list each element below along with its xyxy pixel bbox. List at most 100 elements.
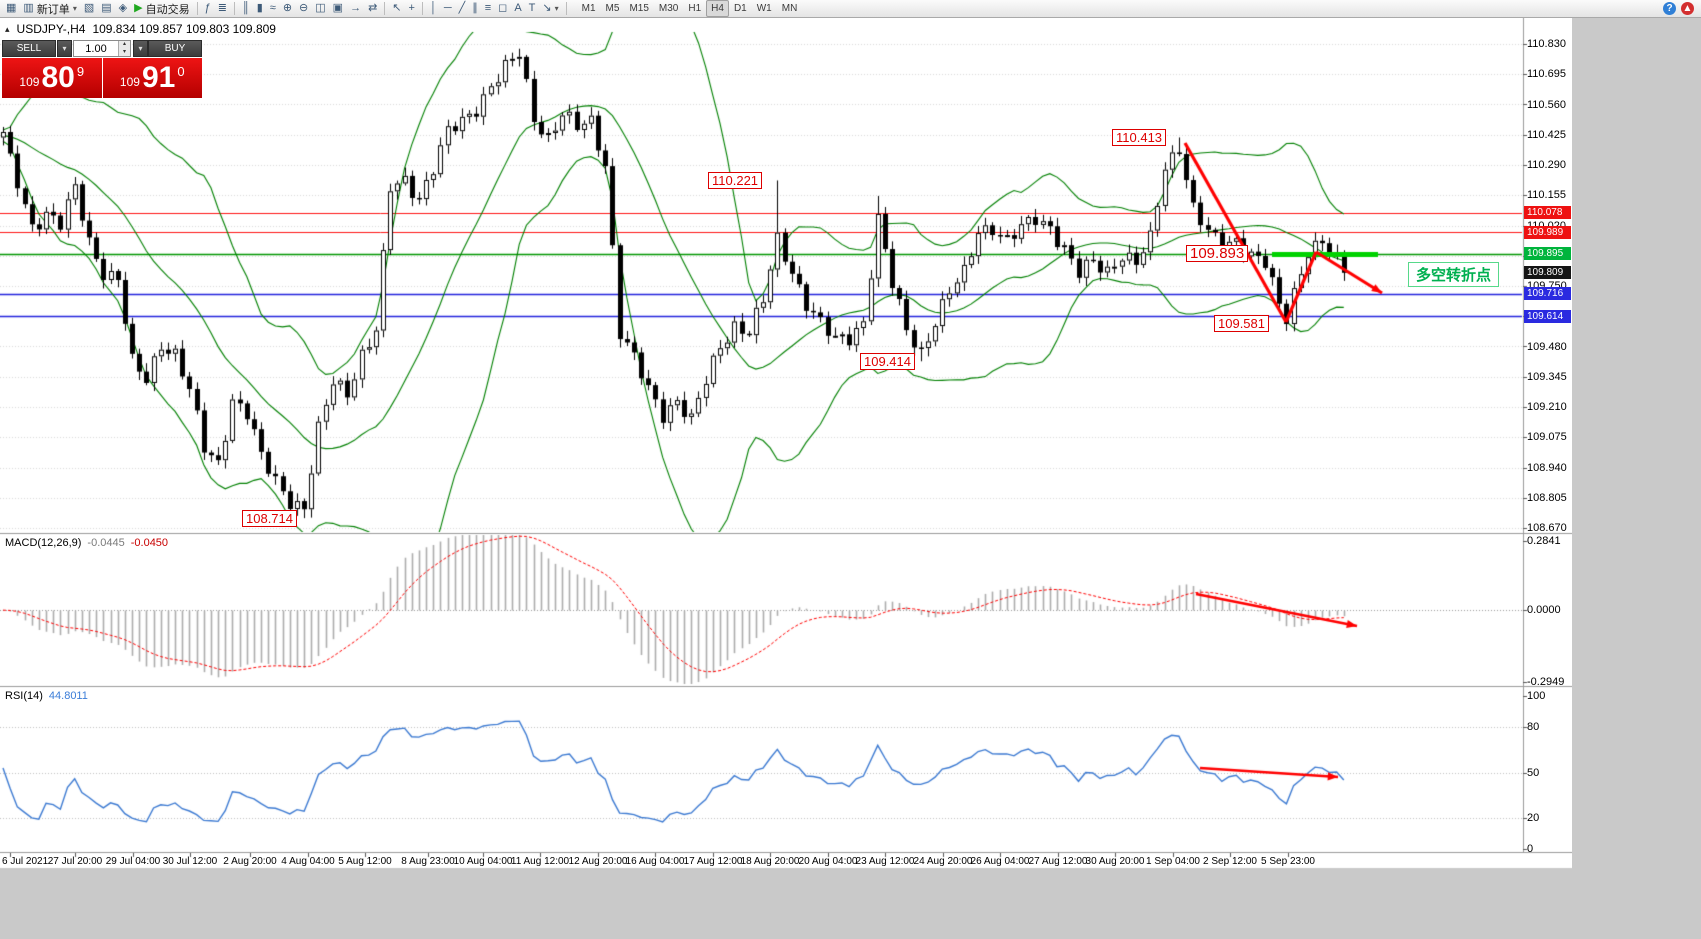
horizontal-line-icon-glyph: ─ [443, 2, 452, 14]
chart-window-icon-glyph: ▦ [6, 2, 17, 14]
indicators-icon[interactable]: ƒ [202, 1, 214, 16]
timeframe-m5-button[interactable]: M5 [605, 3, 620, 14]
time-axis-label: 12 Aug 20:00 [568, 856, 628, 867]
price-tag-109.716: 109.716 [1524, 287, 1571, 301]
time-axis-label: 10 Aug 04:00 [453, 856, 513, 867]
price-annotation-109.414: 109.414 [860, 352, 915, 370]
shapes-icon[interactable]: ◻ [495, 1, 510, 16]
timeframe-h4-button[interactable]: H4 [706, 0, 729, 17]
text-label-icon[interactable]: T [526, 1, 539, 16]
tile-windows-icon-glyph: ◫ [315, 2, 326, 14]
volume-up-button[interactable]: ▴ [119, 41, 130, 49]
price-annotation-108.714: 108.714 [242, 509, 297, 527]
profiles-icon[interactable]: ▧ [81, 1, 97, 16]
tile-windows-icon[interactable]: ◫ [312, 1, 328, 16]
line-chart-icon-glyph: ≈ [269, 2, 276, 14]
turning-point-note: 多空转折点 [1408, 262, 1500, 287]
arrows-icon[interactable]: ↘ ▾ [539, 1, 561, 16]
toolbar-separator [565, 2, 567, 15]
time-axis-label: 5 Sep 23:00 [1261, 856, 1315, 867]
time-axis-label: 30 Aug 20:00 [1085, 856, 1145, 867]
fibonacci-icon[interactable]: ≡ [482, 1, 494, 16]
horizontal-line-icon[interactable]: ─ [441, 1, 455, 16]
macd-name: MACD(12,26,9) [5, 537, 82, 549]
time-axis-label: 8 Aug 23:00 [401, 856, 455, 867]
new-order-button-caret-icon: ▾ [72, 4, 77, 13]
time-axis-label: 4 Aug 04:00 [281, 856, 335, 867]
time-axis-label: 27 Aug 12:00 [1028, 856, 1088, 867]
fibonacci-icon-glyph: ≡ [484, 2, 492, 14]
timeframe-h1-button[interactable]: H1 [688, 3, 702, 14]
timeframe-d1-button[interactable]: D1 [733, 3, 747, 14]
macd-axis-tick: 0.0000 [1527, 604, 1561, 617]
chart-ohlc-readout: ▴ USDJPY-,H4 109.834 109.857 109.803 109… [5, 22, 276, 36]
vertical-line-icon[interactable]: │ [427, 1, 440, 16]
objects-list-icon[interactable]: ≣ [215, 1, 230, 16]
buy-price[interactable]: 109 91 0 [102, 58, 202, 98]
rsi-indicator-label: RSI(14) 44.8011 [5, 690, 88, 702]
buy-price-figure: 109 [119, 75, 140, 89]
zoom-in-icon[interactable]: ⊕ [280, 1, 295, 16]
crosshair-icon[interactable]: + [406, 1, 418, 16]
text-label-icon-glyph: T [528, 2, 536, 14]
time-axis-label: 26 Aug 04:00 [970, 856, 1030, 867]
channel-icon[interactable]: ∥ [469, 1, 481, 16]
time-axis-label: 29 Jul 04:00 [105, 856, 161, 867]
auto-scroll-icon[interactable]: → [347, 1, 364, 16]
rsi-axis-tick: 0 [1527, 843, 1534, 855]
rsi-name: RSI(14) [5, 690, 43, 702]
buy-price-point: 0 [177, 64, 185, 79]
timeframe-w1-button[interactable]: W1 [756, 3, 772, 14]
main-toolbar: ▦ ▥ 新订单 ▾ ▧ ▤ ◈ ▶ 自动交易 ƒ ≣ ║ ▮ ≈ ⊕ ⊖ ◫ ▣ → ⇄ ↖ + │ ─ ╱ ∥ ≡ ◻ A T ↘ ▾ M1 M… [0, 0, 1701, 18]
timeframe-m30-button[interactable]: M30 [658, 3, 679, 14]
timeframe-mn-button[interactable]: MN [781, 3, 798, 14]
price-axis-tick: 108.940 [1527, 461, 1567, 474]
new-order-button[interactable]: ▥ 新订单 ▾ [20, 1, 79, 16]
chart-shift-icon[interactable]: ⇄ [365, 1, 380, 16]
time-axis-label: 30 Jul 12:00 [162, 856, 218, 867]
zoom-out-icon[interactable]: ⊖ [296, 1, 311, 16]
volume-down-button[interactable]: ▾ [119, 48, 130, 56]
price-axis-tick: 110.425 [1527, 128, 1566, 141]
crosshair-icon-glyph: + [408, 2, 415, 14]
timeframe-m1-button[interactable]: M1 [581, 3, 596, 14]
buy-dropdown-caret[interactable]: ▾ [133, 40, 148, 57]
trade-controls-row: SELL ▾ ▴ ▾ ▾ BUY [2, 40, 202, 57]
autotrading-button[interactable]: ▶ 自动交易 [131, 1, 192, 16]
market-watch-icon[interactable]: ▤ [98, 1, 114, 16]
bar-chart-icon[interactable]: ║ [239, 1, 253, 16]
candlestick-chart-icon-glyph: ▮ [256, 2, 263, 14]
status-icon[interactable]: ▲ [1681, 2, 1694, 15]
price-tag-109.614: 109.614 [1524, 309, 1571, 323]
market-watch-icon-glyph: ▤ [101, 2, 112, 14]
time-axis-label: 23 Aug 12:00 [855, 856, 915, 867]
price-axis-tick: 109.210 [1527, 401, 1567, 413]
sell-dropdown-caret[interactable]: ▾ [57, 40, 72, 57]
buy-price-pips: 91 [141, 61, 176, 94]
macd-indicator-label: MACD(12,26,9) -0.0445 -0.0450 [5, 537, 168, 549]
line-chart-icon[interactable]: ≈ [267, 1, 279, 16]
navigator-icon[interactable]: ◈ [116, 1, 130, 16]
toolbar-right-group: ? ▲ [1663, 2, 1698, 15]
chart-window: ▴ USDJPY-,H4 109.834 109.857 109.803 109… [0, 18, 1572, 939]
price-chart-canvas[interactable] [0, 18, 1572, 939]
help-icon[interactable]: ? [1663, 2, 1676, 15]
sell-price[interactable]: 109 80 9 [2, 58, 103, 98]
macd-signal-value: -0.0450 [130, 537, 169, 549]
candlestick-chart-icon[interactable]: ▮ [254, 1, 266, 16]
buy-button[interactable]: BUY [148, 40, 202, 57]
price-axis-tick: 109.480 [1527, 340, 1567, 353]
volume-input[interactable] [74, 41, 118, 56]
price-tag-109.989: 109.989 [1524, 225, 1571, 239]
trendline-icon[interactable]: ╱ [456, 1, 469, 16]
timeframe-m15-button[interactable]: M15 [629, 3, 649, 14]
arrows-icon-glyph: ↘ [542, 2, 552, 14]
time-axis-label: 6 Jul 2021 [2, 856, 49, 867]
chart-shift-icon-glyph: ⇄ [368, 2, 378, 14]
cascade-windows-icon[interactable]: ▣ [330, 1, 346, 16]
autotrading-glyph: ▶ [134, 2, 143, 14]
sell-button[interactable]: SELL [2, 40, 56, 57]
cursor-icon[interactable]: ↖ [389, 1, 404, 16]
chart-window-icon[interactable]: ▦ [3, 1, 19, 16]
text-icon[interactable]: A [511, 1, 524, 16]
